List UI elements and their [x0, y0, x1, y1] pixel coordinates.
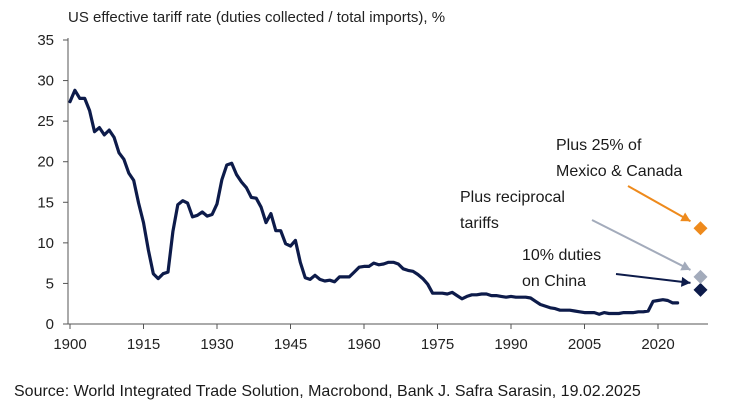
- series-line-0: [68, 88, 680, 316]
- y-axis: 0 5 10 15 20 25 30 35: [37, 32, 69, 333]
- annotation-arrowhead: [680, 212, 691, 222]
- annotation-text: Plus 25% of: [556, 137, 642, 154]
- x-tick-label: 1990: [494, 336, 527, 353]
- chart-title: US effective tariff rate (duties collect…: [68, 9, 445, 26]
- y-tick-label: 15: [37, 194, 54, 211]
- x-tick-label: 1975: [421, 336, 454, 353]
- y-tick-label: 0: [46, 316, 54, 333]
- x-tick-label: 1960: [347, 336, 380, 353]
- annotation-text: on China: [522, 273, 586, 290]
- y-tick-label: 5: [46, 275, 54, 292]
- y-tick-label: 20: [37, 154, 54, 171]
- annotations: Plus 25% of Mexico & Canada Plus reciproca…: [460, 137, 691, 290]
- x-tick-label: 2005: [568, 336, 601, 353]
- x-tick-label: 1945: [274, 336, 307, 353]
- y-tick-label: 10: [37, 235, 54, 252]
- annotation-text: 10% duties: [522, 247, 601, 264]
- annotation-arrow: [591, 219, 691, 271]
- diamond-marker-2: [693, 221, 708, 236]
- y-tick-label: 35: [37, 32, 54, 49]
- plot-area: [68, 88, 708, 316]
- annotation-arrow: [615, 273, 691, 284]
- x-tick-label: 1915: [127, 336, 160, 353]
- annotation-text: Plus reciprocal: [460, 189, 565, 206]
- annotation-text: Mexico & Canada: [556, 163, 682, 180]
- x-tick-label: 1900: [53, 336, 86, 353]
- annotation-arrow: [627, 185, 691, 223]
- annotation-arrowhead: [680, 261, 691, 271]
- y-tick-label: 25: [37, 113, 54, 130]
- annotation-text: tariffs: [460, 215, 499, 232]
- x-tick-label: 1930: [200, 336, 233, 353]
- source-note: Source: World Integrated Trade Solution,…: [14, 383, 641, 400]
- diamond-marker-0: [693, 282, 708, 297]
- x-tick-label: 2020: [641, 336, 674, 353]
- diamond-marker-1: [693, 269, 708, 284]
- y-tick-label: 30: [37, 73, 54, 90]
- annotation-arrowhead: [680, 276, 691, 287]
- x-axis: 1900 1915 1930 1945 1960 1975 1990 2005 2020: [53, 323, 708, 353]
